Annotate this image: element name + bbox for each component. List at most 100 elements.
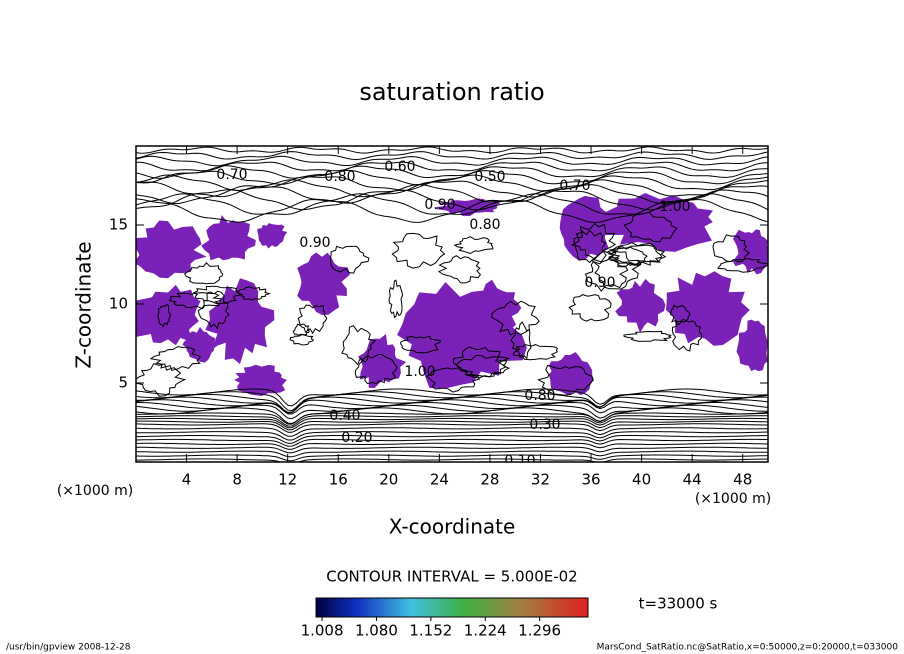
contour-line [136, 412, 768, 425]
colorbar [315, 597, 589, 618]
y-axis-label: Z-coordinate [72, 241, 96, 368]
contour-label: 0.20 [341, 430, 372, 446]
contour-line [136, 423, 768, 433]
contour-line [136, 169, 768, 186]
contour-line [297, 304, 328, 335]
saturated-region [136, 220, 207, 279]
saturated-region [736, 319, 768, 372]
saturated-region [615, 278, 666, 333]
contour-line [136, 446, 768, 454]
contour-line [573, 229, 607, 264]
footer-right: MarsCond_SatRatio.nc@SatRatio,x=0:50000,… [597, 643, 899, 653]
contour-line [669, 304, 691, 325]
contour-line [136, 363, 187, 397]
contour-line [136, 404, 768, 420]
contour-line [136, 161, 768, 172]
contour-line [157, 303, 171, 328]
contour-line [136, 174, 768, 192]
contour-line [623, 211, 678, 243]
contour-line [136, 450, 768, 458]
time-label: t=33000 s [639, 595, 718, 613]
contour-line [136, 475, 768, 478]
contour-line [717, 258, 768, 273]
contour-line [136, 391, 768, 412]
contour-line [537, 364, 594, 396]
contour-label: 0.90 [299, 235, 330, 251]
saturated-region [297, 252, 350, 315]
contour-line [136, 189, 768, 211]
contour-label: 0.90 [424, 197, 455, 213]
saturated-region [257, 223, 288, 249]
colorbar-tick-label: 1.080 [355, 622, 398, 640]
x-tick-label: 48 [733, 471, 752, 489]
contour-line [712, 234, 751, 263]
x-tick-label: 12 [278, 471, 297, 489]
contour-line [136, 467, 768, 470]
contour-line [491, 300, 540, 336]
contour-line [136, 442, 768, 450]
saturated-region [665, 271, 750, 346]
saturated-region [597, 193, 713, 252]
x-tick-label: 44 [683, 471, 702, 489]
contour-line [136, 438, 768, 447]
colorbar-tick-label: 1.296 [518, 622, 561, 640]
contour-line [136, 417, 768, 429]
saturated-region [205, 278, 275, 365]
contour-line [168, 292, 223, 310]
contour-line [391, 232, 446, 269]
contour-line [510, 321, 532, 360]
saturated-region [201, 215, 256, 261]
contour-line [149, 346, 201, 371]
contour-label: 0.80 [524, 388, 555, 404]
contour-label: 1.00 [659, 199, 690, 215]
x-tick-label: 36 [581, 471, 600, 489]
contour-line [425, 367, 481, 393]
contour-label: 0.70 [559, 178, 590, 194]
saturated-region [548, 352, 594, 396]
contour-line [453, 236, 494, 255]
contour-line [197, 290, 230, 330]
contour-line [136, 146, 768, 154]
saturated-region [136, 284, 201, 346]
contour-line [136, 420, 768, 431]
contour-line [608, 244, 663, 266]
contour-line [183, 262, 224, 285]
contour-line [400, 335, 441, 354]
contour-line [136, 415, 768, 427]
x-tick-label: 40 [632, 471, 651, 489]
contour-line [136, 165, 768, 179]
contour-line [136, 396, 768, 414]
contour-line [388, 279, 404, 319]
plot-area: 0.70 0.80 0.60 0.50 0.70 0.90 0.80 1.00 0.90 0.90… [136, 146, 768, 478]
x-tick-label: 24 [430, 471, 449, 489]
contour-line [623, 330, 672, 342]
contour-line [329, 245, 370, 274]
saturated-region [182, 327, 219, 363]
contour-line [136, 454, 768, 462]
contour-line [452, 346, 511, 379]
y-tick-label: 5 [118, 374, 128, 392]
x-tick-label: 20 [379, 471, 398, 489]
contour-line [438, 255, 482, 284]
contour-line [136, 179, 768, 198]
contour-line [136, 388, 768, 407]
contour-line [590, 250, 642, 290]
footer-left: /usr/bin/gpview 2008-12-28 [6, 643, 131, 653]
contour-line [512, 343, 559, 361]
contour-line [672, 318, 702, 352]
y-tick-label: 10 [109, 295, 128, 313]
colorbar-tick-label: 1.224 [464, 622, 507, 640]
contour-line [136, 198, 768, 223]
contour-line [192, 285, 244, 305]
contour-interval: CONTOUR INTERVAL = 5.000E-02 [326, 568, 577, 586]
contour-line [136, 458, 768, 462]
contour-line [289, 334, 314, 346]
contour-line [136, 435, 768, 444]
x-tick-label: 32 [531, 471, 550, 489]
y-tick-label: 15 [109, 216, 128, 234]
contour-label: 0.80 [469, 217, 500, 233]
x-tick-label: 8 [232, 471, 242, 489]
contour-label: 0.30 [529, 417, 560, 433]
contour-line [568, 294, 612, 322]
